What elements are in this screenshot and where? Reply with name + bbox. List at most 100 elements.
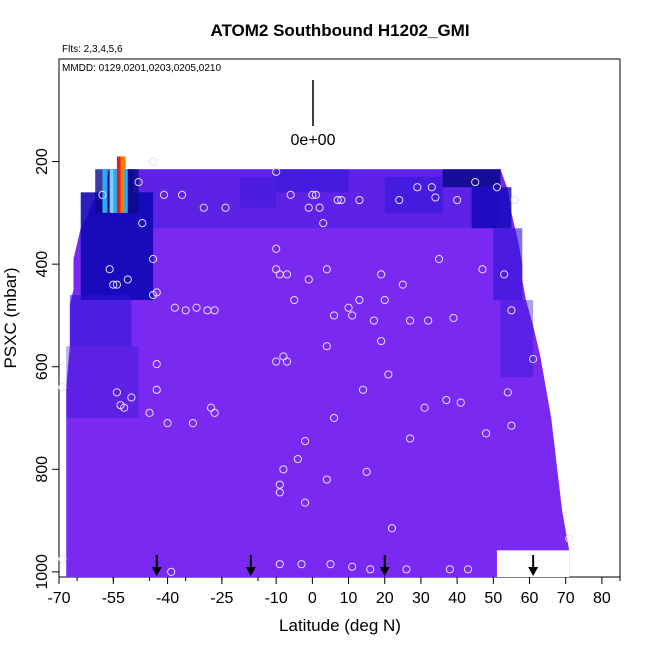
x-tick-label: 70: [557, 590, 575, 607]
observation-point: [337, 195, 346, 205]
x-tick-label: 80: [593, 590, 611, 607]
observation-point: [134, 177, 143, 187]
observation-point: [449, 313, 458, 323]
observation-point: [120, 403, 129, 412]
field-patch: [384, 176, 443, 213]
observation-point: [402, 565, 411, 574]
observation-point: [275, 560, 284, 569]
observation-point: [152, 385, 161, 394]
observation-point: [301, 498, 310, 507]
observation-point: [149, 254, 158, 264]
x-tick-label: 0: [308, 590, 317, 607]
observation-point: [301, 436, 310, 446]
observation-point: [181, 306, 190, 315]
x-axis: -70 -55 -40 -25 -10 0 10 20 30 40 50 60 70 80: [47, 577, 621, 607]
observation-point: [282, 357, 292, 366]
field-hotspot: [120, 156, 126, 213]
y-tick-label: 400: [34, 251, 51, 278]
observation-point: [478, 265, 487, 274]
observation-point: [463, 565, 473, 574]
observation-point: [272, 244, 281, 253]
x-tick-label: -70: [47, 590, 70, 607]
observation-point: [145, 408, 154, 417]
y-tick-label: 1000: [34, 554, 51, 590]
x-tick-label: 30: [412, 590, 430, 607]
observation-point: [290, 295, 299, 305]
observation-point: [282, 270, 292, 279]
observation-point: [377, 270, 386, 279]
observation-point: [322, 342, 331, 351]
observation-point: [420, 403, 429, 412]
observation-point: [275, 488, 284, 497]
observation-point: [405, 434, 415, 443]
field-hotspot: [124, 169, 130, 213]
x-tick-label: 20: [376, 590, 394, 607]
x-tick-label: 60: [521, 590, 539, 607]
observation-point: [333, 195, 342, 205]
observation-point: [395, 195, 404, 205]
observation-point: [405, 316, 415, 325]
observation-point: [431, 193, 440, 202]
observation-point: [348, 311, 357, 320]
observation-point: [192, 303, 201, 312]
observation-point: [149, 157, 158, 166]
y-axis-label: PSXC (mbar): [1, 267, 20, 368]
observation-point: [427, 183, 436, 192]
observation-point: [369, 316, 378, 325]
observation-point: [279, 465, 288, 474]
observation-point: [221, 203, 230, 212]
observation-point: [510, 195, 520, 205]
observation-point: [304, 203, 313, 212]
y-tick-label: 800: [34, 456, 51, 483]
x-tick-label: 50: [484, 590, 502, 607]
heatmap: [66, 156, 570, 577]
observation-point: [348, 562, 357, 571]
observation-point: [358, 385, 368, 394]
observation-point: [355, 195, 364, 205]
observation-point: [355, 295, 364, 305]
observation-point: [188, 419, 198, 428]
observation-point: [387, 524, 397, 533]
arrow-head: [245, 567, 256, 576]
observation-point: [565, 534, 574, 543]
field-hotspot: [109, 169, 115, 213]
observation-point: [413, 183, 422, 192]
field-patch: [442, 169, 501, 188]
observation-point: [210, 408, 219, 417]
observation-point: [377, 336, 386, 346]
x-tick-label: -55: [102, 590, 125, 607]
y-tick-label: 200: [34, 148, 51, 175]
x-tick-label: 40: [448, 590, 466, 607]
observation-point: [112, 280, 122, 289]
observation-point: [167, 567, 176, 576]
field-patch: [500, 300, 534, 377]
field-hotspot: [127, 169, 133, 213]
y-tick-label: 600: [34, 353, 51, 380]
arrow-head: [151, 567, 162, 576]
observation-point: [442, 395, 451, 405]
observation-point: [503, 388, 512, 397]
observation-point: [529, 354, 538, 364]
x-tick-label: -10: [265, 590, 288, 607]
observation-point: [319, 219, 328, 228]
observation-point: [293, 454, 302, 464]
flights-subtitle: Flts: 2,3,4,5,6: [62, 44, 123, 55]
observation-point: [105, 265, 114, 274]
field-hotspot: [102, 169, 108, 213]
observation-point: [380, 295, 389, 305]
observation-point: [315, 203, 324, 212]
observation-point: [434, 254, 444, 264]
x-tick-label: -25: [210, 590, 233, 607]
y-axis: 200 400 600 800 1000: [34, 148, 59, 590]
observation-point: [453, 195, 462, 205]
observation-point: [507, 421, 516, 430]
observation-point: [322, 265, 331, 274]
field-patch: [276, 169, 349, 193]
dates-subtitle: MMDD: 0129,0201,0203,0205,0210: [62, 63, 221, 74]
field-patch: [239, 176, 277, 208]
observation-point: [311, 190, 321, 200]
observation-point: [286, 190, 295, 200]
field-patch: [69, 294, 132, 347]
observation-point: [384, 370, 393, 379]
